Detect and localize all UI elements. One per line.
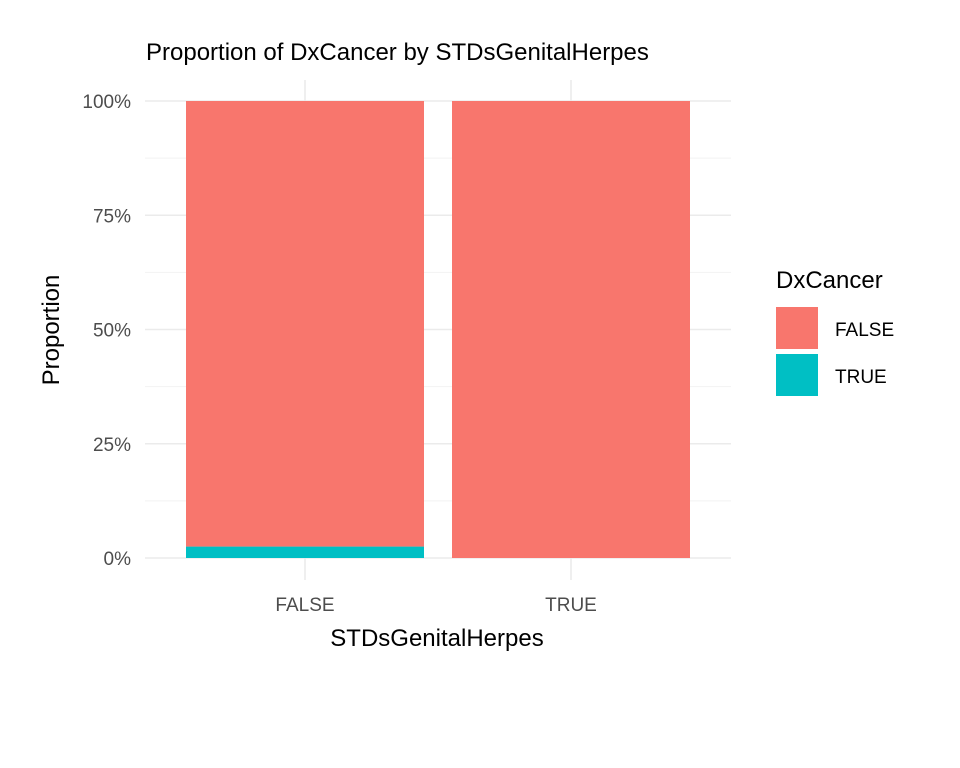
x-axis-ticks: FALSE TRUE xyxy=(275,595,596,616)
y-tick-label: 25% xyxy=(93,435,131,456)
legend-title: DxCancer xyxy=(776,267,883,294)
bars xyxy=(186,101,690,558)
y-tick-label: 75% xyxy=(93,206,131,227)
bar-false-false xyxy=(186,101,424,547)
legend: DxCancer FALSE TRUE xyxy=(776,267,894,396)
y-tick-label: 50% xyxy=(93,321,131,342)
chart-title: Proportion of DxCancer by STDsGenitalHer… xyxy=(146,39,649,66)
y-tick-label: 0% xyxy=(104,549,132,570)
legend-swatch-false xyxy=(776,307,818,349)
x-tick-label: TRUE xyxy=(545,595,597,616)
y-tick-label: 100% xyxy=(82,92,131,113)
y-axis-title: Proportion xyxy=(38,275,65,386)
legend-swatch-true xyxy=(776,354,818,396)
x-tick-label: FALSE xyxy=(275,595,334,616)
legend-label-true: TRUE xyxy=(835,367,887,388)
legend-label-false: FALSE xyxy=(835,320,894,341)
legend-items: FALSE TRUE xyxy=(776,307,894,396)
bar-false-true xyxy=(186,546,424,558)
x-axis-title: STDsGenitalHerpes xyxy=(330,625,543,652)
y-axis-ticks: 0% 25% 50% 75% 100% xyxy=(82,92,131,570)
bar-true-false xyxy=(452,101,690,558)
